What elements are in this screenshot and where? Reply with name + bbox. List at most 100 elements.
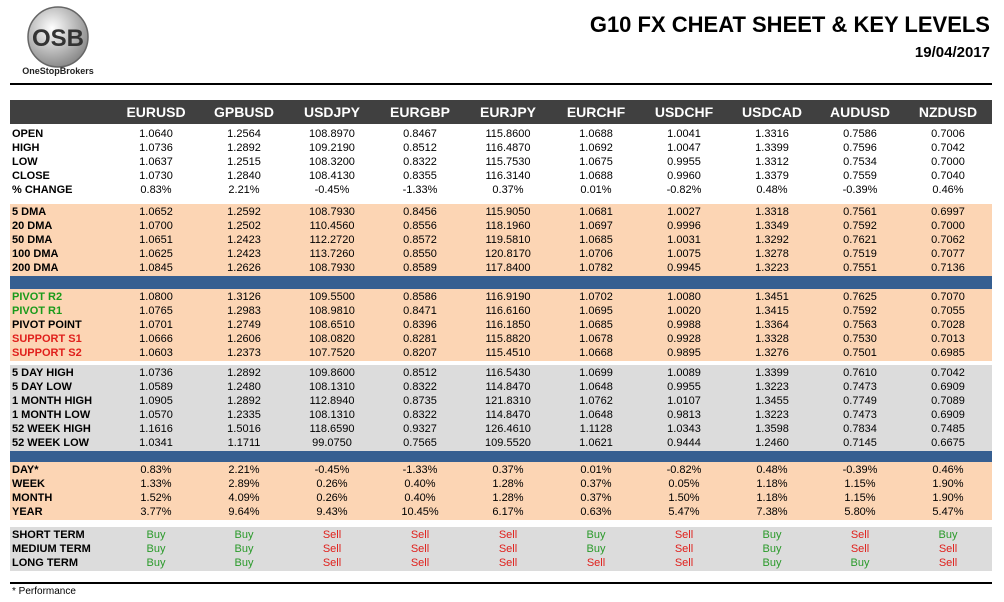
cell: Buy bbox=[762, 557, 782, 569]
logo-circle bbox=[27, 6, 89, 68]
cell: 1.0701 bbox=[139, 319, 173, 331]
cell: 0.7596 bbox=[843, 142, 877, 154]
cell: 0.7519 bbox=[843, 248, 877, 260]
cell: 0.7473 bbox=[843, 409, 877, 421]
cell: 0.9960 bbox=[667, 170, 701, 182]
row-label: 5 DAY LOW bbox=[12, 381, 72, 393]
rule bbox=[10, 83, 992, 85]
cell: 0.48% bbox=[756, 464, 788, 476]
cell: 1.3399 bbox=[755, 367, 789, 379]
cell: 1.3278 bbox=[755, 248, 789, 260]
cell: 1.33% bbox=[140, 478, 172, 490]
cell: 1.0041 bbox=[667, 128, 701, 140]
cell: Sell bbox=[674, 543, 694, 555]
row-label: 52 WEEK LOW bbox=[12, 437, 90, 449]
cell: 1.0700 bbox=[139, 220, 173, 232]
cell: 1.90% bbox=[932, 492, 964, 504]
cell: 0.7028 bbox=[931, 319, 965, 331]
cell: 1.2983 bbox=[227, 305, 261, 317]
row-label: 5 DAY HIGH bbox=[12, 367, 74, 379]
cell: 0.8512 bbox=[403, 367, 437, 379]
cell: 1.1128 bbox=[579, 423, 613, 435]
cell: 0.7565 bbox=[403, 437, 437, 449]
cell: 6.17% bbox=[492, 506, 524, 518]
cell: 1.0675 bbox=[579, 156, 613, 168]
cell: Buy bbox=[586, 529, 606, 541]
cell: 0.46% bbox=[932, 184, 964, 196]
cell: 116.4870 bbox=[485, 142, 531, 154]
cell: 1.18% bbox=[756, 492, 788, 504]
cell: 0.7485 bbox=[931, 423, 965, 435]
cell: 119.5810 bbox=[485, 234, 531, 246]
section-background bbox=[10, 126, 992, 198]
cell: 1.0685 bbox=[579, 319, 613, 331]
cell: 0.9945 bbox=[667, 262, 701, 274]
cell: 116.9190 bbox=[485, 291, 531, 303]
cell: 0.8512 bbox=[403, 142, 437, 154]
cell: 0.8556 bbox=[403, 220, 437, 232]
cell: 1.2749 bbox=[227, 319, 261, 331]
cell: Sell bbox=[322, 529, 342, 541]
cell: 0.9955 bbox=[667, 381, 701, 393]
cell: 0.9327 bbox=[403, 423, 437, 435]
cell: 1.0765 bbox=[139, 305, 173, 317]
cell: 1.0692 bbox=[579, 142, 613, 154]
cell: 0.7749 bbox=[843, 395, 877, 407]
cell: 1.52% bbox=[140, 492, 172, 504]
cell: 1.0782 bbox=[579, 262, 613, 274]
cell: 1.0762 bbox=[579, 395, 613, 407]
cell: 0.6909 bbox=[931, 409, 965, 421]
cell: -0.82% bbox=[666, 464, 702, 476]
cell: 1.2373 bbox=[227, 347, 261, 359]
cell: 1.3223 bbox=[755, 409, 789, 421]
cell: 7.38% bbox=[756, 506, 788, 518]
cell: Buy bbox=[234, 529, 254, 541]
cell: 118.1960 bbox=[485, 220, 531, 232]
cell: 1.2592 bbox=[227, 206, 261, 218]
cell: 0.37% bbox=[580, 478, 612, 490]
cell: 1.3349 bbox=[755, 220, 789, 232]
cell: 1.0047 bbox=[667, 142, 701, 154]
cell: 1.90% bbox=[932, 478, 964, 490]
cell: 107.7520 bbox=[309, 347, 355, 359]
cell: 1.0341 bbox=[139, 437, 173, 449]
cell: 1.2892 bbox=[227, 367, 261, 379]
cell: 3.77% bbox=[140, 506, 172, 518]
cell: Sell bbox=[498, 529, 518, 541]
cell: -1.33% bbox=[402, 464, 438, 476]
cell: 0.9928 bbox=[667, 333, 701, 345]
cell: 1.0080 bbox=[667, 291, 701, 303]
cell: 10.45% bbox=[401, 506, 439, 518]
cell: 1.15% bbox=[844, 492, 876, 504]
column-header: GPBUSD bbox=[214, 104, 274, 120]
row-label: SUPPORT S1 bbox=[12, 333, 82, 345]
cell: 114.8470 bbox=[485, 381, 531, 393]
cell: 0.7055 bbox=[931, 305, 965, 317]
cell: 112.2720 bbox=[309, 234, 355, 246]
cell: 0.7501 bbox=[843, 347, 877, 359]
cell: 109.5520 bbox=[485, 437, 531, 449]
cell: 112.8940 bbox=[309, 395, 355, 407]
cell: 0.01% bbox=[580, 464, 612, 476]
cell: 1.0668 bbox=[579, 347, 613, 359]
row-label: 200 DMA bbox=[12, 262, 59, 274]
row-label: YEAR bbox=[12, 506, 43, 518]
row-label: SHORT TERM bbox=[12, 529, 85, 541]
logo-text: OSB bbox=[32, 25, 84, 52]
cell: 0.7070 bbox=[931, 291, 965, 303]
row-label: 50 DMA bbox=[12, 234, 53, 246]
cell: Sell bbox=[850, 543, 870, 555]
cell: 109.5500 bbox=[309, 291, 355, 303]
cell: 0.01% bbox=[580, 184, 612, 196]
cell: 0.40% bbox=[404, 492, 436, 504]
cell: 115.7530 bbox=[485, 156, 531, 168]
header-row bbox=[10, 100, 992, 124]
cell: 0.8281 bbox=[403, 333, 437, 345]
cell: 1.3379 bbox=[755, 170, 789, 182]
cell: 1.0699 bbox=[579, 367, 613, 379]
cell: 0.7006 bbox=[931, 128, 965, 140]
cell: 1.0343 bbox=[667, 423, 701, 435]
rule bbox=[10, 582, 992, 584]
cell: Sell bbox=[498, 557, 518, 569]
cell: 116.5430 bbox=[485, 367, 531, 379]
